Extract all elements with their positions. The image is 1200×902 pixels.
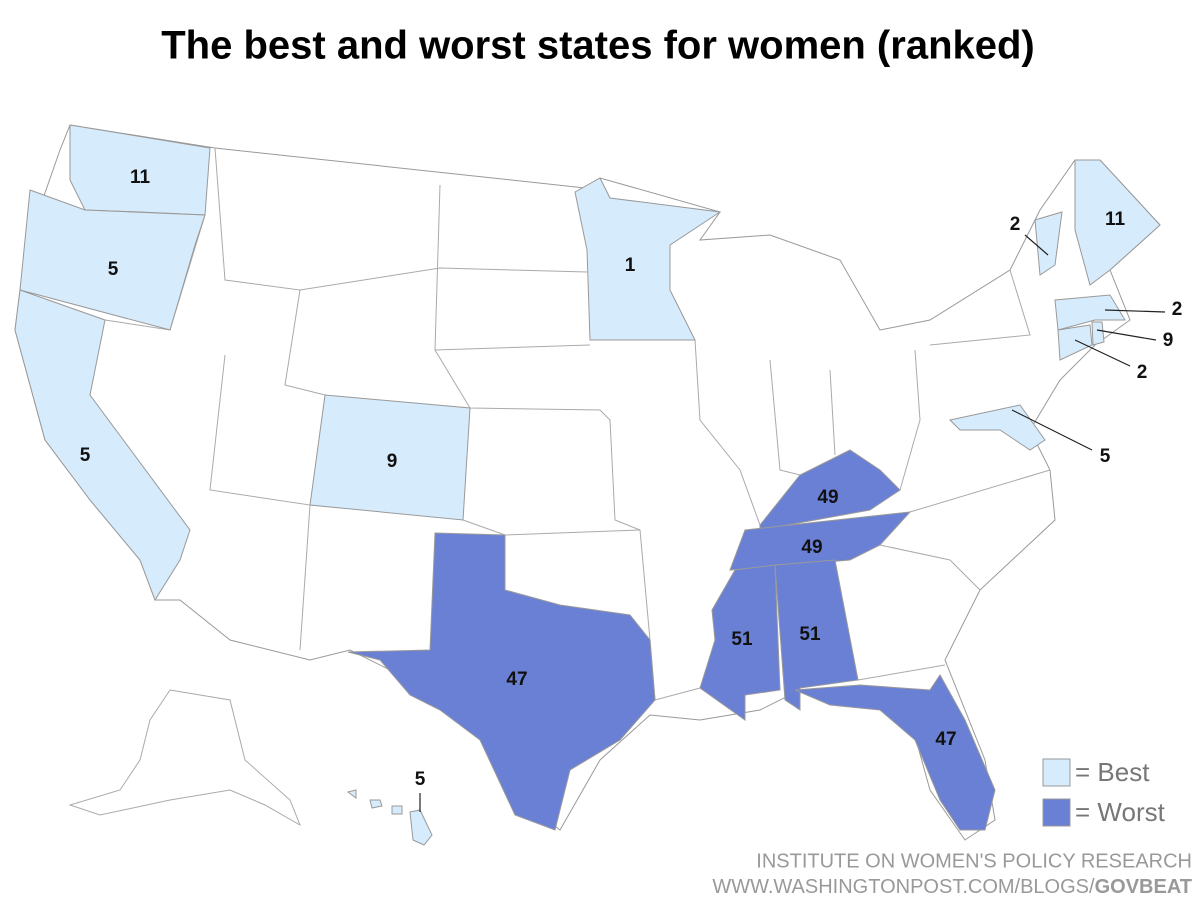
rank-label: 11	[1105, 209, 1126, 230]
rank-label: 2	[1137, 362, 1148, 383]
source-url-text: WWW.WASHINGTONPOST.COM/BLOGS/	[712, 876, 1095, 898]
island	[391, 805, 403, 815]
state	[1057, 324, 1093, 361]
state	[1034, 211, 1063, 276]
rank-label: 5	[1100, 446, 1111, 467]
rank-label: 49	[817, 487, 838, 508]
state	[309, 394, 471, 521]
rank-label: 47	[506, 669, 527, 690]
leader-line	[1024, 234, 1049, 256]
legend-worst: = Worst	[1075, 797, 1166, 827]
title: The best and worst states for women (ran…	[161, 24, 1035, 68]
rank-label: 9	[1163, 330, 1174, 351]
state	[948, 404, 1046, 451]
leader-line	[1011, 409, 1093, 451]
rank-label: 9	[387, 451, 398, 472]
state	[409, 809, 433, 846]
regions	[14, 124, 1161, 846]
source-url: WWW.WASHINGTONPOST.COM/BLOGS/GOVBEAT	[712, 876, 1192, 898]
rank-label: 11	[130, 167, 151, 188]
state	[729, 511, 912, 571]
rank-label: 47	[935, 729, 956, 750]
rank-label: 49	[801, 537, 822, 558]
us-outline	[14, 124, 1161, 841]
leader-line	[1104, 309, 1166, 313]
legend-swatch-worst	[1042, 798, 1071, 827]
state	[794, 674, 996, 831]
state	[1074, 159, 1161, 286]
rank-label: 2	[1172, 299, 1183, 320]
state	[347, 532, 656, 831]
state	[774, 559, 859, 711]
rank-label: 1	[625, 255, 636, 276]
leader-line	[1096, 329, 1157, 341]
leader-line	[1074, 339, 1131, 367]
rank-label: 2	[1010, 214, 1021, 235]
island	[346, 789, 357, 799]
island	[369, 799, 383, 809]
source-url-bold: GOVBEAT	[1095, 876, 1192, 898]
rank-label: 51	[731, 629, 753, 650]
state	[14, 289, 191, 602]
alaska	[68, 689, 301, 827]
rank-label: 5	[415, 769, 426, 790]
rank-label: 5	[108, 259, 119, 280]
state	[699, 564, 781, 721]
state	[1091, 321, 1105, 346]
source-line: INSTITUTE ON WOMEN'S POLICY RESEARCH	[756, 850, 1192, 872]
legend-best: = Best	[1075, 757, 1150, 787]
state	[1054, 294, 1126, 331]
rank-label: 51	[799, 624, 821, 645]
legend-swatch-best	[1042, 758, 1071, 787]
rank-label: 5	[80, 445, 91, 466]
state	[574, 177, 722, 341]
